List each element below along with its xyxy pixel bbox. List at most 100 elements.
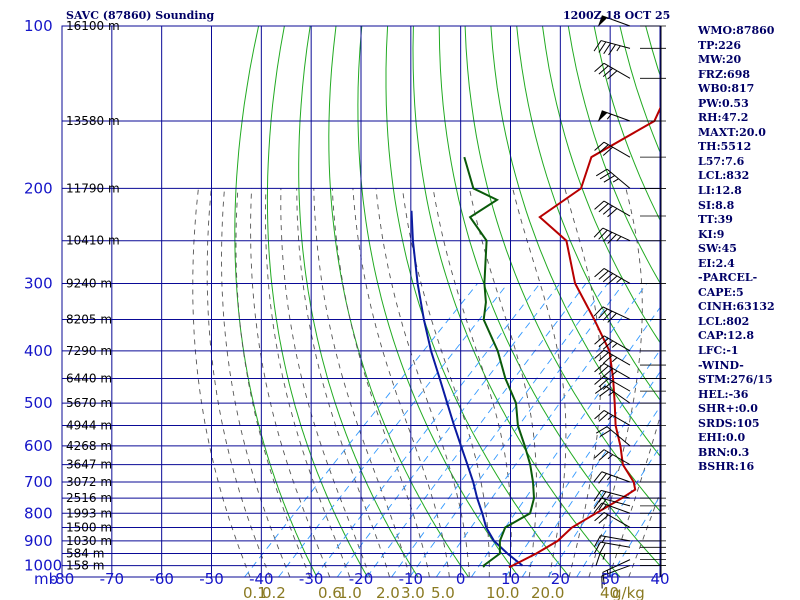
wind-barb bbox=[595, 553, 630, 566]
mixing-ratio-line bbox=[435, 283, 648, 577]
wind-barb bbox=[593, 497, 631, 511]
wind-full-barb bbox=[598, 270, 609, 280]
mixing-ratio-line bbox=[366, 283, 587, 577]
mixing-ratio-line bbox=[409, 283, 624, 577]
wind-full-barb bbox=[594, 410, 605, 420]
wind-barbs bbox=[593, 15, 666, 589]
wind-barb bbox=[601, 565, 631, 589]
mixing-ratio-label: 5.0 bbox=[431, 584, 455, 600]
temperature-tick-label: -30 bbox=[299, 570, 324, 588]
dry-adiabat-line bbox=[438, 26, 660, 567]
wind-half-barb bbox=[616, 278, 622, 284]
height-label: 7290 m bbox=[66, 344, 112, 358]
wind-full-barb bbox=[598, 514, 609, 524]
pressure-tick-label: 900 bbox=[24, 532, 53, 550]
stat-line: TP:226 bbox=[698, 38, 742, 52]
parcel-line bbox=[410, 210, 524, 567]
temperature-tick-label: -50 bbox=[199, 570, 224, 588]
stat-line: BSHR:16 bbox=[698, 460, 755, 474]
wind-half-barb bbox=[606, 113, 612, 120]
height-label: 158 m bbox=[66, 559, 104, 573]
wind-full-barb bbox=[593, 490, 602, 502]
wind-full-barb bbox=[593, 471, 603, 482]
mixing-ratio-label: g/kg bbox=[612, 584, 645, 600]
plot-border bbox=[61, 25, 661, 578]
wind-barb bbox=[593, 306, 631, 323]
stat-line: MAXT:20.0 bbox=[698, 125, 766, 139]
stat-line: LCL:802 bbox=[698, 314, 750, 328]
dry-adiabat-line bbox=[234, 26, 318, 577]
wind-full-barb bbox=[594, 268, 605, 278]
wind-full-barb bbox=[602, 146, 614, 156]
wind-full-barb bbox=[607, 275, 618, 285]
moist-adiabat-line bbox=[250, 188, 331, 577]
pressure-tick-label: 200 bbox=[24, 179, 53, 197]
stat-line: SRDS:105 bbox=[698, 416, 760, 430]
moist-adiabat-line bbox=[331, 188, 430, 577]
mixing-ratio-line bbox=[576, 445, 660, 577]
moist-adiabat-line bbox=[192, 188, 251, 577]
wind-barb bbox=[597, 110, 631, 123]
wind-full-barb bbox=[607, 208, 618, 218]
wind-half-barb bbox=[606, 492, 612, 499]
moist-adiabat-line bbox=[401, 188, 490, 577]
wind-full-barb bbox=[599, 429, 612, 437]
x-axis-unit-label: mb bbox=[34, 570, 58, 588]
height-label: 10410 m bbox=[66, 234, 120, 248]
wind-full-barb bbox=[598, 491, 607, 503]
mixing-ratio-label: 0.6 bbox=[318, 584, 342, 600]
wind-barb bbox=[594, 512, 631, 528]
stat-line: LFC:-1 bbox=[698, 344, 739, 358]
height-label: 3647 m bbox=[66, 458, 112, 472]
wind-full-barb bbox=[598, 451, 609, 461]
wind-full-barb bbox=[602, 340, 614, 350]
wind-full-barb bbox=[594, 385, 606, 394]
wind-barb-staff bbox=[600, 541, 631, 548]
dry-adiabat-line bbox=[567, 26, 660, 284]
stat-line: TH:5512 bbox=[698, 140, 752, 154]
wind-full-barb bbox=[607, 234, 617, 244]
wind-barb bbox=[594, 375, 631, 392]
wind-full-barb bbox=[598, 41, 607, 53]
wind-full-barb bbox=[594, 375, 605, 385]
wind-full-barb bbox=[598, 144, 609, 154]
height-label: 1030 m bbox=[66, 534, 112, 548]
moist-adiabat-line bbox=[313, 188, 410, 577]
time-title: 1200Z 18 OCT 25 bbox=[563, 9, 671, 22]
dry-adiabat-line bbox=[542, 26, 660, 344]
height-label: 4268 m bbox=[66, 439, 112, 453]
wind-full-barb bbox=[598, 378, 609, 388]
wind-full-barb bbox=[602, 354, 614, 364]
wind-barb-staff bbox=[601, 110, 631, 122]
wind-full-barb bbox=[603, 175, 615, 183]
wind-barb bbox=[594, 449, 631, 466]
height-label: 3072 m bbox=[66, 475, 112, 489]
pressure-tick-label: 300 bbox=[24, 274, 53, 292]
wind-full-barb bbox=[598, 65, 609, 75]
wind-full-barb bbox=[607, 70, 618, 80]
wind-full-barb bbox=[594, 200, 605, 210]
stat-line: CAP:12.8 bbox=[698, 329, 755, 343]
wind-barb bbox=[594, 410, 631, 426]
wind-full-barb bbox=[603, 42, 612, 54]
height-label: 1993 m bbox=[66, 506, 112, 520]
temperature-tick-label: 20 bbox=[551, 570, 570, 588]
mixing-ratio-label: 3.0 bbox=[401, 584, 425, 600]
wind-barb bbox=[593, 471, 631, 484]
moist-adiabat-line bbox=[564, 188, 602, 577]
stat-line: TT:39 bbox=[698, 213, 733, 227]
stat-line: EHI:0.0 bbox=[698, 431, 746, 445]
wind-full-barb bbox=[602, 380, 614, 390]
temperature-tick-label: -10 bbox=[399, 570, 424, 588]
stat-line: RH:47.2 bbox=[698, 111, 749, 125]
stat-line: FRZ:698 bbox=[698, 67, 751, 81]
stat-line: BRN:0.3 bbox=[698, 445, 750, 459]
wind-full-barb bbox=[602, 368, 614, 378]
wind-full-barb bbox=[593, 541, 601, 554]
wind-full-barb bbox=[593, 306, 604, 317]
dewpoint-trace bbox=[463, 156, 536, 568]
wind-half-barb bbox=[606, 570, 609, 577]
wind-half-barb bbox=[611, 370, 618, 376]
mixing-ratio-label: 1.0 bbox=[338, 584, 362, 600]
